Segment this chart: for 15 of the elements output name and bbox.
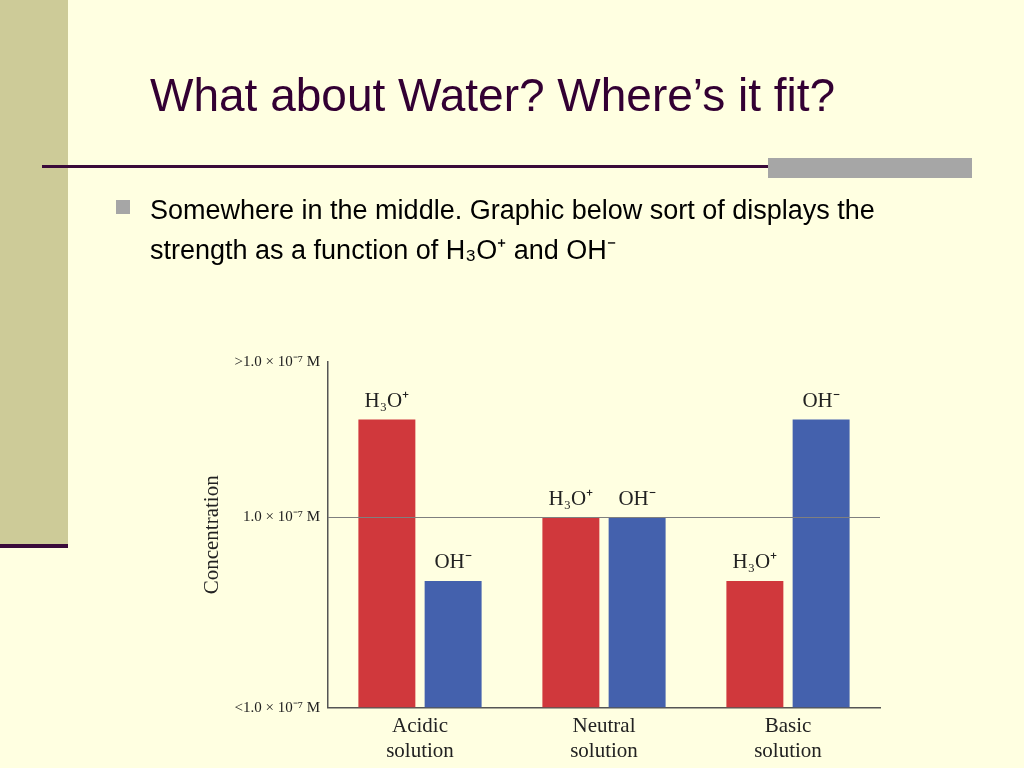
- chart-subtitle: Somewhere in the middle. Graphic below sort of displays the strength as a function of H₃O⁺ and OH⁻: [150, 194, 876, 267]
- chart-title: What about Water? Where’s it fit?: [150, 68, 836, 122]
- series-label: H₃O⁺: [548, 485, 594, 510]
- y-axis-title: Concentration: [199, 474, 224, 595]
- series-label: OH⁻: [618, 485, 656, 510]
- text: OH⁻: [434, 548, 472, 573]
- x-tick-label: Acidic solution: [386, 712, 455, 762]
- text: >1.0 × 10⁻⁷ M: [234, 352, 320, 369]
- ref-line-label: 1.0 × 10⁻⁷ M: [242, 508, 320, 525]
- text: OH⁻: [802, 387, 840, 412]
- text: H₃O⁺: [732, 548, 778, 573]
- x-tick-label: Neutral solution: [570, 712, 639, 762]
- x-tick-label: Basic solution: [754, 712, 823, 762]
- text: H₃O⁺: [364, 387, 410, 412]
- text: <1.0 × 10⁻⁷ M: [234, 698, 320, 715]
